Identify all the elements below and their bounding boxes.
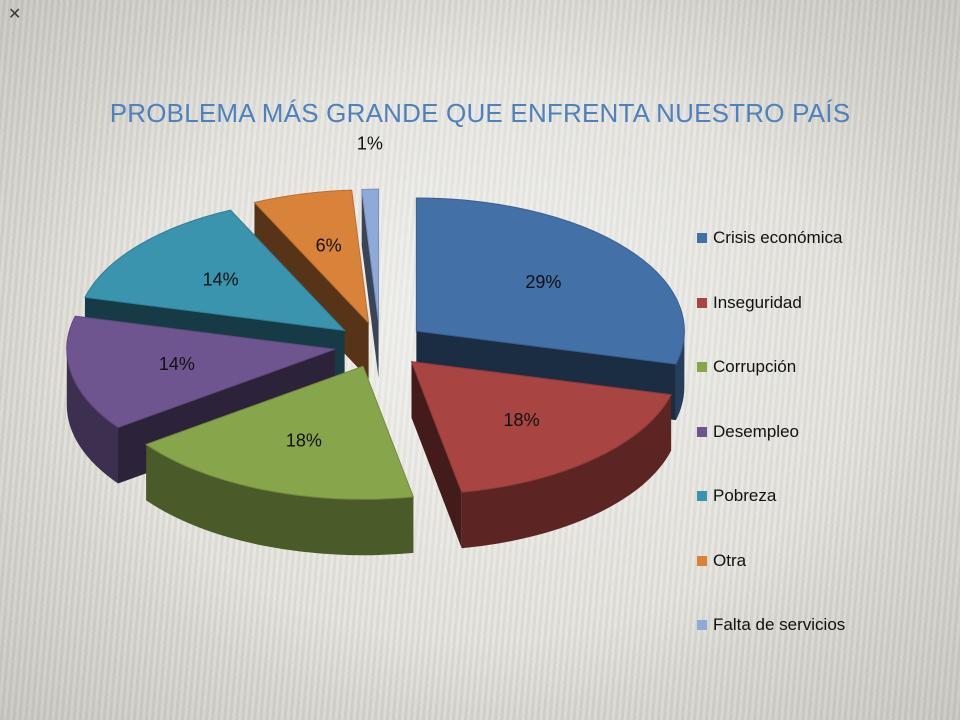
legend-item: Desempleo [697, 400, 947, 465]
slice-wall [411, 361, 462, 549]
slice-rim [461, 394, 672, 549]
slice-rim [675, 331, 685, 421]
legend-label: Otra [713, 550, 747, 570]
data-label: 14% [159, 354, 195, 374]
pie-slice-desempleo [66, 315, 335, 429]
data-label: 6% [316, 236, 342, 256]
legend-swatch [697, 362, 707, 373]
legend-item: Corrupción [697, 335, 947, 400]
chart-title: PROBLEMA MÁS GRANDE QUE ENFRENTA NUESTRO… [109, 98, 851, 128]
chart-legend: Crisis económica Inseguridad Corrupción Des… [697, 206, 947, 658]
pie-data-labels: 29% 18% 18% 14% 14% 6% 1% [159, 133, 562, 450]
legend-label: Inseguridad [713, 292, 802, 312]
legend-item: Otra [697, 529, 947, 594]
legend-swatch [697, 426, 707, 437]
pie-slice-corrupci-n [145, 365, 414, 500]
legend-item: Inseguridad [697, 271, 947, 336]
legend-item: Pobreza [697, 464, 947, 529]
slice-rim [146, 444, 414, 556]
legend-swatch [697, 555, 707, 566]
legend-swatch [697, 620, 707, 631]
corner-x-mark: ✕ [8, 4, 22, 23]
slice-rim [66, 349, 118, 484]
legend-label: Crisis económica [713, 228, 843, 248]
legend-label: Desempleo [713, 421, 799, 441]
slice-wall [361, 189, 379, 379]
legend-label: Corrupción [713, 357, 797, 377]
pie-slice-otra [253, 189, 370, 325]
legend-item: Crisis económica [697, 206, 947, 271]
pie-top-faces [66, 188, 685, 500]
legend-swatch [697, 233, 707, 244]
legend-swatch [697, 491, 707, 502]
legend-label: Falta de servicios [713, 615, 846, 635]
pie-slice-pobreza [84, 209, 346, 332]
legend-item: Falta de servicios [697, 593, 947, 658]
pie-slice-inseguridad [410, 361, 672, 493]
legend-label: Pobreza [713, 486, 777, 506]
data-label: 1% [357, 133, 383, 153]
pie-slice-crisis-econ-mica [415, 197, 685, 365]
legend-swatch [697, 297, 707, 308]
pie-slice-3d [361, 189, 379, 379]
pie-slice-falta-de-servicios [361, 188, 380, 323]
data-label: 18% [286, 430, 322, 450]
data-label: 29% [525, 272, 561, 292]
data-label: 14% [203, 270, 239, 290]
data-label: 18% [504, 410, 540, 430]
